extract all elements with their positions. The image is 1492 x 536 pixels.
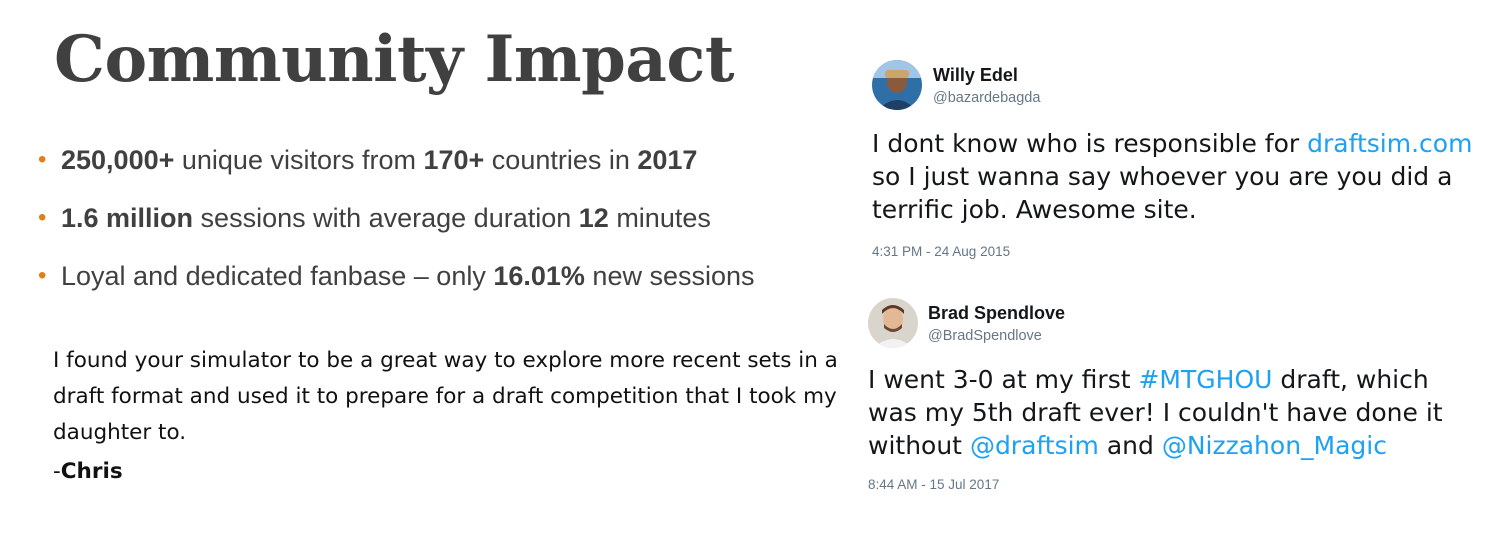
tweet-text: I dont know who is responsible for <box>872 129 1308 158</box>
tweet-hashtag-mtghou[interactable]: #MTGHOU <box>1138 365 1273 394</box>
tweet-author-handle[interactable]: @BradSpendlove <box>928 328 1042 344</box>
stat-visitors-count: 250,000+ <box>61 145 175 175</box>
stat-new-sessions-text: new sessions <box>584 261 755 291</box>
testimonial-signature: -Chris <box>53 459 123 484</box>
tweet-mention-draftsim[interactable]: @draftsim <box>969 431 1099 460</box>
stat-visitors-text: unique visitors from <box>174 145 424 175</box>
stat-duration: 12 <box>578 203 609 233</box>
tweet-text: I went 3-0 at my first <box>868 365 1139 394</box>
stat-sessions: • 1.6 million sessions with average dura… <box>38 198 755 256</box>
avatar[interactable] <box>868 298 918 348</box>
tweet-text: so I just wanna say whoever you are you … <box>872 162 1453 224</box>
stat-fanbase-text: – only <box>406 261 494 291</box>
stat-countries-count: 170+ <box>423 145 485 175</box>
tweet-mention-nizzahon-magic[interactable]: @Nizzahon_Magic <box>1161 431 1387 460</box>
tweet-author-name[interactable]: Brad Spendlove <box>928 303 1066 323</box>
stat-countries-text: countries in <box>484 145 638 175</box>
tweet-author-handle[interactable]: @bazardebagda <box>933 90 1041 106</box>
tweet-timestamp[interactable]: 4:31 PM - 24 Aug 2015 <box>872 244 1011 259</box>
tweet-timestamp[interactable]: 8:44 AM - 15 Jul 2017 <box>868 477 1000 492</box>
avatar[interactable] <box>872 60 922 110</box>
tweet-author-name[interactable]: Willy Edel <box>933 65 1018 85</box>
stat-new-sessions-pct: 16.01% <box>493 261 585 291</box>
tweet-text: draft, which was my 5th draft ever! I co… <box>868 365 1443 460</box>
stat-duration-unit: minutes <box>608 203 711 233</box>
stat-sessions-count: 1.6 million <box>61 203 194 233</box>
bullet-dot-icon: • <box>38 204 47 231</box>
tweet-body: I went 3-0 at my first #MTGHOU draft, wh… <box>868 363 1478 462</box>
stat-year: 2017 <box>637 145 698 175</box>
testimonial-quote: I found your simulator to be a great way… <box>53 348 838 445</box>
stat-visitors: • 250,000+ unique visitors from 170+ cou… <box>38 140 755 198</box>
tweet-text: and <box>1098 431 1162 460</box>
signature-dash: - <box>53 459 61 484</box>
tweet-link-draftsim-com[interactable]: draftsim.com <box>1307 129 1473 158</box>
stat-fanbase: • Loyal and dedicated fanbase – only 16.… <box>38 256 755 314</box>
tweet-body: I dont know who is responsible for draft… <box>872 127 1482 226</box>
bullet-dot-icon: • <box>38 262 47 289</box>
slide-title: Community Impact <box>54 22 734 97</box>
stat-sessions-text: sessions with average duration <box>193 203 579 233</box>
signature-name: Chris <box>60 459 123 484</box>
bullet-dot-icon: • <box>38 146 47 173</box>
stat-fanbase-label: Loyal and dedicated fanbase <box>61 261 407 291</box>
stats-list: • 250,000+ unique visitors from 170+ cou… <box>38 140 755 314</box>
